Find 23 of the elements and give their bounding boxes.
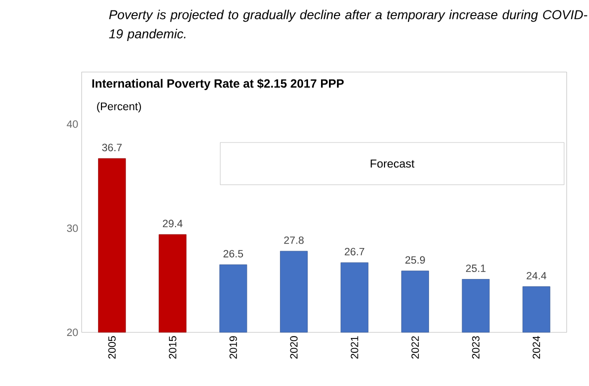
x-tick-label: 2021: [350, 336, 358, 359]
chart-title: Poverty is projected to gradually decline after a temporary increase during COVID-19 pandemic.: [109, 10, 588, 41]
y-axis-title: (Percent): [97, 102, 141, 112]
data-label: 25.1: [466, 264, 486, 272]
data-label: 36.7: [102, 144, 122, 152]
x-tick-label: 2015: [168, 336, 176, 359]
x-tick-label: 2020: [290, 336, 298, 359]
x-tick-label: 2019: [230, 336, 237, 359]
y-tick-label: 30: [66, 224, 78, 232]
y-tick-label: 20: [67, 328, 78, 336]
data-label: 27.8: [284, 236, 304, 244]
x-tick-label: 2005: [108, 336, 116, 359]
x-tick-label: 2022: [411, 336, 419, 359]
data-label: 29.4: [162, 220, 183, 228]
y-tick-label: 40: [66, 120, 78, 128]
data-label: 26.7: [344, 248, 364, 256]
data-label: 24.4: [526, 272, 546, 280]
x-tick-label: 2024: [532, 336, 540, 359]
data-label: 26.5: [224, 250, 244, 258]
annotation: Forecast: [370, 160, 414, 168]
text: International Poverty Rate at $2.15 2017 PPP: [92, 78, 344, 90]
x-tick-label: 2023: [472, 336, 480, 359]
data-label: 25.9: [405, 256, 425, 264]
